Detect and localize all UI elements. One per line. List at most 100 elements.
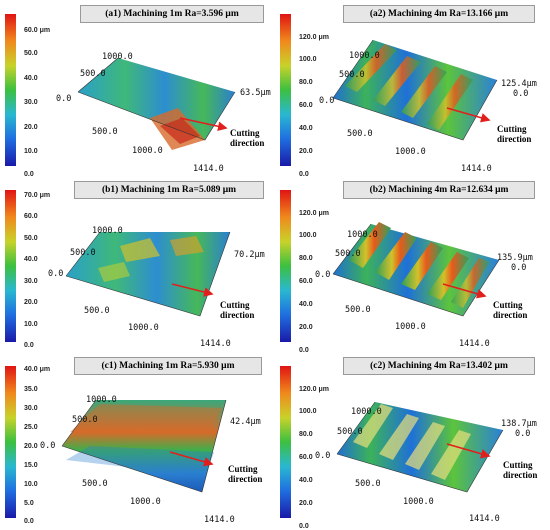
axis-z-zero: 0.0 bbox=[513, 89, 529, 99]
axis-z-label: 125.4μm bbox=[501, 79, 537, 89]
scale-tick: 60.0 bbox=[299, 102, 313, 109]
surface-plot bbox=[332, 222, 500, 317]
panel-a2: 120.0 μm 100.0 80.0 60.0 40.0 20.0 0.0 (… bbox=[275, 0, 550, 178]
cutting-label-line2: direction bbox=[497, 134, 532, 144]
scale-tick: 30.0 bbox=[24, 278, 38, 285]
scale-tick: 80.0 bbox=[299, 431, 313, 438]
scale-tick: 20.0 bbox=[299, 500, 313, 507]
axis-z-label: 135.9μm bbox=[497, 253, 533, 263]
panel-title: (a2) Machining 4m Ra=13.166 μm bbox=[343, 5, 535, 23]
axis-y-label: 1000.0 bbox=[92, 226, 123, 236]
scale-tick: 40.0 bbox=[24, 256, 38, 263]
scale-tick: 25.0 bbox=[24, 424, 38, 431]
cutting-direction-label: Cutting direction bbox=[503, 460, 537, 480]
scale-tick: 15.0 bbox=[24, 462, 38, 469]
axis-y-label: 500.0 bbox=[80, 69, 106, 79]
surface-plot bbox=[61, 399, 227, 493]
axis-x-label: 1000.0 bbox=[395, 322, 426, 332]
scale-tick: 20.0 bbox=[24, 443, 38, 450]
cutting-label-line2: direction bbox=[503, 470, 538, 480]
axis-y-label: 1000.0 bbox=[102, 52, 133, 62]
scale-tick: 120.0 μm bbox=[299, 210, 329, 217]
axis-x-label: 500.0 bbox=[84, 306, 110, 316]
cutting-label-line2: direction bbox=[230, 138, 265, 148]
axis-y-label: 500.0 bbox=[335, 249, 361, 259]
axis-x-label: 500.0 bbox=[92, 127, 118, 137]
scale-tick: 20.0 bbox=[24, 124, 38, 131]
scale-tick: 60.0 μm bbox=[24, 27, 51, 34]
cutting-label-line1: Cutting bbox=[228, 464, 258, 474]
panel-b2: 120.0 μm 100.0 80.0 60.0 40.0 20.0 0.0 (… bbox=[275, 176, 550, 354]
scale-tick: 10.0 bbox=[24, 321, 38, 328]
axis-y-label: 1000.0 bbox=[86, 395, 117, 405]
surface-plot bbox=[332, 39, 498, 141]
scale-tick: 5.0 bbox=[24, 500, 34, 507]
scale-tick: 50.0 bbox=[24, 50, 38, 57]
cutting-direction-label: Cutting direction bbox=[497, 124, 531, 144]
scale-tick: 70.0 μm bbox=[24, 192, 51, 199]
axis-zero-label: 0.0 bbox=[315, 451, 331, 461]
axis-zero-label: 0.0 bbox=[40, 441, 56, 451]
scale-tick: 80.0 bbox=[299, 79, 313, 86]
scale-tick: 40.0 bbox=[299, 301, 313, 308]
color-scale-bar bbox=[5, 190, 16, 342]
surface-plot bbox=[65, 231, 231, 317]
scale-tick: 50.0 bbox=[24, 235, 38, 242]
axis-zero-label: 0.0 bbox=[315, 270, 331, 280]
scale-tick: 20.0 bbox=[299, 324, 313, 331]
axis-x-label: 500.0 bbox=[82, 479, 108, 489]
panel-title: (a1) Machining 1m Ra=3.596 μm bbox=[80, 5, 264, 23]
cutting-label-line2: direction bbox=[493, 310, 528, 320]
axis-z-zero: 0.0 bbox=[515, 429, 531, 439]
axis-z-label: 63.5μm bbox=[240, 88, 271, 98]
scale-tick: 0.0 bbox=[299, 171, 309, 178]
scale-tick: 40.0 bbox=[299, 125, 313, 132]
axis-x-label: 1000.0 bbox=[395, 147, 426, 157]
axis-z-zero: 0.0 bbox=[511, 263, 527, 273]
scale-tick: 35.0 bbox=[24, 386, 38, 393]
scale-tick: 120.0 μm bbox=[299, 386, 329, 393]
axis-y-label: 500.0 bbox=[337, 427, 363, 437]
cutting-label-line1: Cutting bbox=[503, 460, 533, 470]
axis-z-label: 70.2μm bbox=[234, 250, 265, 260]
axis-z-label: 42.4μm bbox=[230, 417, 261, 427]
scale-tick: 40.0 μm bbox=[24, 366, 51, 373]
axis-x-label: 1414.0 bbox=[469, 514, 500, 524]
scale-tick: 30.0 bbox=[24, 99, 38, 106]
cutting-label-line1: Cutting bbox=[230, 128, 260, 138]
panel-c1: 40.0 μm 35.0 30.0 25.0 20.0 15.0 10.0 5.… bbox=[0, 352, 275, 528]
scale-tick: 60.0 bbox=[299, 454, 313, 461]
axis-x-label: 1000.0 bbox=[132, 146, 163, 156]
scale-tick: 40.0 bbox=[24, 75, 38, 82]
axis-x-label: 1414.0 bbox=[459, 339, 490, 349]
axis-y-label: 1000.0 bbox=[349, 51, 380, 61]
axis-x-label: 500.0 bbox=[347, 129, 373, 139]
panel-title: (b1) Machining 1m Ra=5.089 μm bbox=[74, 181, 264, 199]
panel-b1: 70.0 μm 60.0 50.0 40.0 30.0 20.0 10.0 0.… bbox=[0, 176, 275, 352]
axis-x-label: 1414.0 bbox=[461, 164, 492, 174]
axis-y-label: 500.0 bbox=[339, 70, 365, 80]
scale-tick: 0.0 bbox=[24, 518, 34, 525]
scale-tick: 10.0 bbox=[24, 148, 38, 155]
cutting-label-line1: Cutting bbox=[493, 300, 523, 310]
surface-plot bbox=[77, 57, 236, 150]
panel-title: (c2) Machining 4m Ra=13.402 μm bbox=[343, 357, 535, 375]
panel-c2: 120.0 μm 100.0 80.0 60.0 40.0 20.0 0.0 (… bbox=[275, 352, 550, 530]
panel-a1: 60.0 μm 50.0 40.0 30.0 20.0 10.0 0.0 (a1… bbox=[0, 0, 275, 178]
cutting-direction-label: Cutting direction bbox=[220, 300, 254, 320]
axis-x-label: 500.0 bbox=[355, 479, 381, 489]
axis-y-label: 500.0 bbox=[70, 248, 96, 258]
color-scale-bar bbox=[280, 14, 291, 166]
axis-x-label: 1414.0 bbox=[204, 515, 235, 525]
scale-tick: 80.0 bbox=[299, 255, 313, 262]
scale-tick: 0.0 bbox=[24, 342, 34, 349]
axis-y-label: 1000.0 bbox=[347, 230, 378, 240]
scale-tick: 10.0 bbox=[24, 481, 38, 488]
axis-zero-label: 0.0 bbox=[319, 96, 335, 106]
scale-tick: 0.0 bbox=[24, 171, 34, 178]
axis-x-label: 1414.0 bbox=[200, 339, 231, 349]
axis-y-label: 1000.0 bbox=[351, 407, 382, 417]
axis-x-label: 1000.0 bbox=[403, 497, 434, 507]
scale-tick: 100.0 bbox=[299, 56, 317, 63]
scale-tick: 20.0 bbox=[299, 148, 313, 155]
